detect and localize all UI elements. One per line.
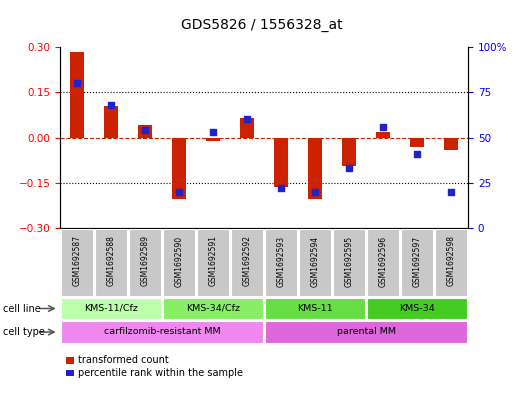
Text: GSM1692591: GSM1692591 [209, 235, 218, 286]
Text: parental MM: parental MM [337, 327, 395, 336]
Text: GSM1692589: GSM1692589 [141, 235, 150, 286]
Point [447, 189, 456, 195]
Bar [163, 229, 196, 296]
Bar [173, 138, 186, 199]
Text: GSM1692593: GSM1692593 [277, 235, 286, 286]
Point [107, 102, 116, 108]
Text: KMS-34/Cfz: KMS-34/Cfz [186, 303, 240, 312]
Text: GSM1692590: GSM1692590 [175, 235, 184, 286]
Text: GSM1692588: GSM1692588 [107, 235, 116, 286]
Text: GDS5826 / 1556328_at: GDS5826 / 1556328_at [180, 18, 343, 32]
Text: carfilzomib-resistant MM: carfilzomib-resistant MM [104, 327, 220, 336]
Bar [163, 298, 264, 319]
Text: cell type: cell type [3, 327, 44, 337]
Bar [265, 298, 366, 319]
Text: GSM1692596: GSM1692596 [379, 235, 388, 286]
Bar [61, 298, 162, 319]
Bar [333, 229, 366, 296]
Bar [275, 138, 288, 187]
Text: GSM1692587: GSM1692587 [73, 235, 82, 286]
Point [311, 189, 320, 195]
Point [175, 189, 184, 195]
Bar [66, 370, 74, 376]
Text: transformed count: transformed count [78, 355, 169, 365]
Bar [197, 229, 230, 296]
Point [243, 116, 252, 123]
Bar [435, 229, 468, 296]
Bar [70, 51, 84, 138]
Bar [367, 229, 400, 296]
Text: GSM1692597: GSM1692597 [413, 235, 422, 286]
Text: percentile rank within the sample: percentile rank within the sample [78, 368, 243, 378]
Text: GSM1692598: GSM1692598 [447, 235, 456, 286]
Text: cell line: cell line [3, 303, 40, 314]
Bar [265, 229, 298, 296]
Bar [138, 125, 152, 138]
Point [73, 80, 82, 86]
Bar [61, 321, 264, 343]
Point [379, 123, 388, 130]
Bar [206, 138, 220, 141]
Bar [231, 229, 264, 296]
Text: GSM1692592: GSM1692592 [243, 235, 252, 286]
Bar [129, 229, 162, 296]
Bar [66, 357, 74, 364]
Bar [367, 298, 468, 319]
Bar [95, 229, 128, 296]
Bar [411, 138, 424, 147]
Text: GSM1692594: GSM1692594 [311, 235, 320, 286]
Bar [299, 229, 332, 296]
Bar [445, 138, 458, 150]
Bar [342, 138, 356, 166]
Bar [401, 229, 434, 296]
Point [209, 129, 218, 135]
Text: KMS-11: KMS-11 [297, 303, 333, 312]
Text: KMS-11/Cfz: KMS-11/Cfz [84, 303, 138, 312]
Point [345, 165, 354, 171]
Point [277, 185, 286, 191]
Bar [61, 229, 94, 296]
Point [141, 127, 150, 134]
Bar [265, 321, 468, 343]
Point [413, 151, 422, 157]
Bar [241, 118, 254, 138]
Text: GSM1692595: GSM1692595 [345, 235, 354, 286]
Bar [105, 106, 118, 138]
Bar [377, 132, 390, 138]
Text: KMS-34: KMS-34 [399, 303, 435, 312]
Bar [309, 138, 322, 199]
